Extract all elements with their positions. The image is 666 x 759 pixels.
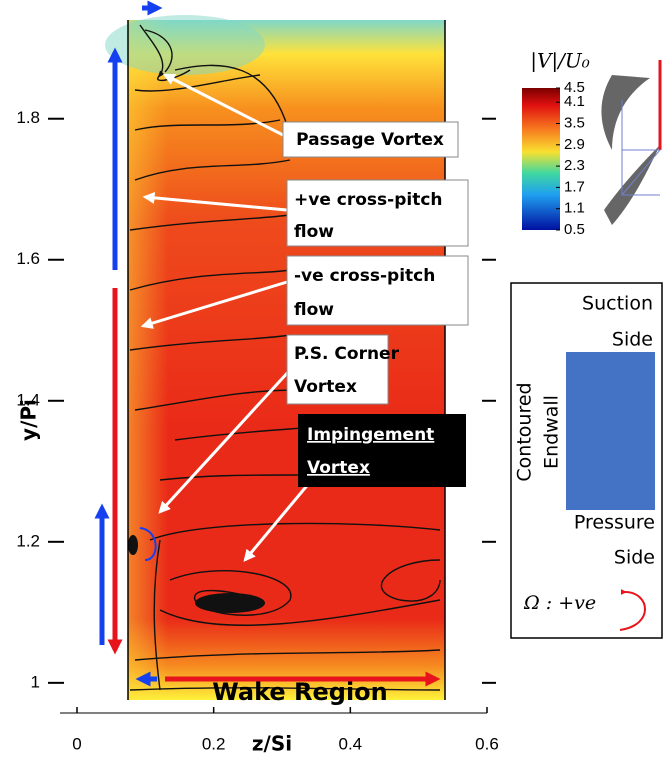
y-tick-label: 1.4 [16,390,40,409]
annotation: Impingement [307,425,434,445]
x-axis-title: z/Si [252,732,292,756]
annotation: -ve cross-pitch [294,266,435,286]
colorbar-tick-label: 4.1 [564,93,585,110]
x-tick-label: 0.4 [339,734,363,753]
colorbar-label: |V|/U₀ [530,49,590,74]
panel-label: Side [614,547,655,569]
x-tick-label: 0.2 [202,734,226,753]
panel-label: Contoured [514,382,536,481]
colorbar-tick-label: 2.3 [564,157,585,174]
endwall-patch [566,352,655,510]
annotation: flow [294,300,334,320]
panel-label: Endwall [541,395,563,469]
annotation: +ve cross-pitch [294,190,443,210]
annotation: flow [294,222,334,242]
panel-label: Pressure [574,512,655,534]
colorbar-tick-label: 1.7 [564,178,585,195]
annotation: Passage Vortex [296,130,444,150]
colorbar-tick-label: 0.5 [564,221,585,238]
blade-sketch [601,60,660,225]
y-tick-label: 1 [31,672,40,691]
y-tick-label: 1.8 [16,108,40,127]
annotation: Vortex [307,458,370,478]
colorbar-tick-label: 1.1 [564,200,585,217]
colorbar [522,88,560,230]
colorbar-tick-label: 2.9 [564,136,585,153]
panel-label: Suction [582,293,653,315]
panel-label: Side [612,329,653,351]
x-tick-label: 0.6 [475,734,499,753]
panel-label: Ω : +ve [523,592,596,614]
region-label: Wake Region [212,678,388,706]
y-tick-label: 1.6 [16,249,40,268]
figure: Wake Region Passage Vortex +ve cross-pit… [0,0,666,759]
x-tick-label: 0 [72,734,81,753]
annotation: Vortex [294,377,357,397]
y-tick-label: 1.2 [16,531,40,550]
colorbar-tick-label: 3.5 [564,114,585,131]
annotation: P.S. Corner [294,344,400,364]
